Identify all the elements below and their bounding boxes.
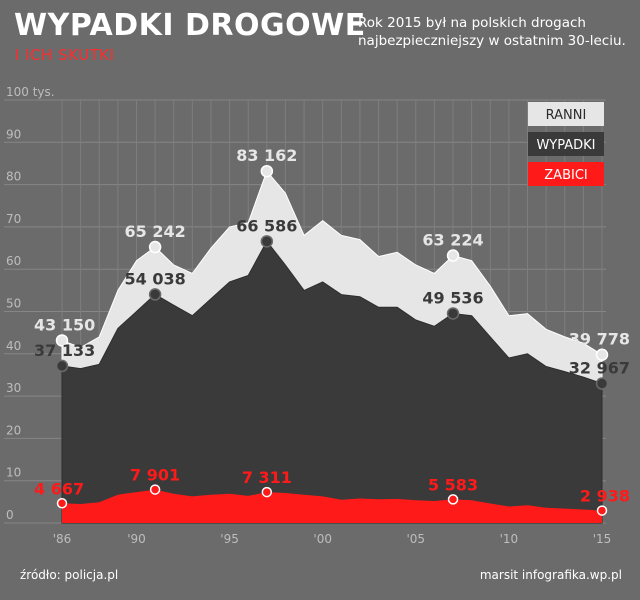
ranni-point: [446, 249, 460, 262]
legend-zabici-label: ZABICI: [544, 168, 587, 183]
x-tick-label: '90: [127, 532, 146, 546]
axis-labels: 0 10 20 30 40 50 60 70 80 90 100 tys. '86 '90 '95 '00 '…: [6, 85, 611, 546]
wypadki-value-label: 49 536: [422, 288, 483, 307]
zabici-point: [447, 494, 459, 505]
zabici-value-label: 2 938: [580, 487, 630, 506]
zabici-value-label: 4 667: [34, 479, 84, 498]
ranni-value-label: 39 778: [569, 330, 630, 349]
legend-ranni-swatch: [528, 102, 604, 126]
y-tick-label: 0: [6, 508, 14, 522]
wypadki-value-label: 32 967: [569, 359, 630, 378]
y-tick-label: 90: [6, 127, 21, 141]
x-tick-label: '00: [313, 532, 332, 546]
chart-subtitle: I ICH SKUTKI: [15, 46, 115, 64]
source-note: źródło: policja.pl: [20, 568, 119, 582]
x-tick-label: '95: [220, 532, 239, 546]
ranni-value-label: 43 150: [34, 315, 95, 334]
wypadki-value-label: 66 586: [236, 216, 297, 235]
y-tick-label: 20: [6, 423, 21, 437]
y-tick-label: 60: [6, 254, 21, 268]
x-tick-label: '05: [407, 532, 426, 546]
wypadki-point: [446, 307, 460, 320]
legend-wypadki-label: WYPADKI: [536, 138, 595, 153]
ranni-value-label: 83 162: [236, 146, 297, 165]
data-labels: 43 150 65 242 83 162 63 224 39 778 37 133 54 0…: [34, 146, 630, 505]
ranni-point: [148, 240, 162, 254]
wypadki-point: [595, 377, 609, 390]
zabici-value-label: 7 311: [242, 468, 292, 487]
wypadki-area: [61, 240, 603, 524]
legend: RANNI WYPADKI ZABICI: [528, 102, 604, 186]
y-tick-label: 50: [6, 297, 21, 311]
ranni-value-label: 65 242: [124, 222, 185, 241]
zabici-point: [56, 498, 68, 509]
legend-wypadki-swatch: [528, 132, 604, 156]
x-tick-label: '15: [593, 532, 612, 546]
wypadki-point: [148, 288, 162, 301]
x-tick-label: '86: [53, 532, 72, 546]
zabici-point: [596, 505, 608, 516]
ranni-point: [260, 164, 274, 178]
y-tick-label: 40: [6, 339, 21, 353]
ranni-value-label: 63 224: [422, 231, 483, 250]
ranni-point: [55, 334, 69, 347]
legend-ranni-label: RANNI: [546, 108, 587, 123]
legend-zabici-swatch: [528, 162, 604, 186]
credit-note: marsit infografika.wp.pl: [479, 568, 622, 582]
y-tick-label: 80: [6, 170, 21, 184]
wypadki-value-label: 37 133: [34, 341, 95, 360]
zabici-value-label: 5 583: [428, 475, 478, 494]
zabici-area: [62, 489, 602, 523]
wypadki-point: [260, 235, 274, 248]
ranni-point: [595, 348, 609, 361]
y-tick-label: 10: [6, 466, 21, 480]
zabici-value-label: 7 901: [130, 466, 180, 485]
y-tick-label: 100 tys.: [6, 85, 55, 99]
data-points: [55, 164, 609, 516]
zabici-point: [261, 486, 273, 498]
y-tick-label: 70: [6, 212, 21, 226]
zabici-point: [149, 484, 161, 495]
wypadki-value-label: 54 038: [124, 269, 185, 288]
y-tick-label: 30: [6, 381, 21, 395]
chart-title: WYPADKI DROGOWE: [14, 8, 366, 43]
wypadki-point: [55, 359, 69, 373]
areas: [61, 170, 603, 524]
x-tick-label: '10: [500, 532, 519, 546]
headline-note: Rok 2015 był na polskich drogach najbezp…: [358, 15, 626, 49]
